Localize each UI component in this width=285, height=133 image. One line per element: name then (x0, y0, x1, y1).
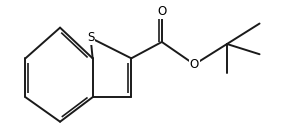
Text: S: S (87, 31, 94, 44)
Text: O: O (157, 5, 166, 18)
Text: O: O (190, 58, 199, 71)
